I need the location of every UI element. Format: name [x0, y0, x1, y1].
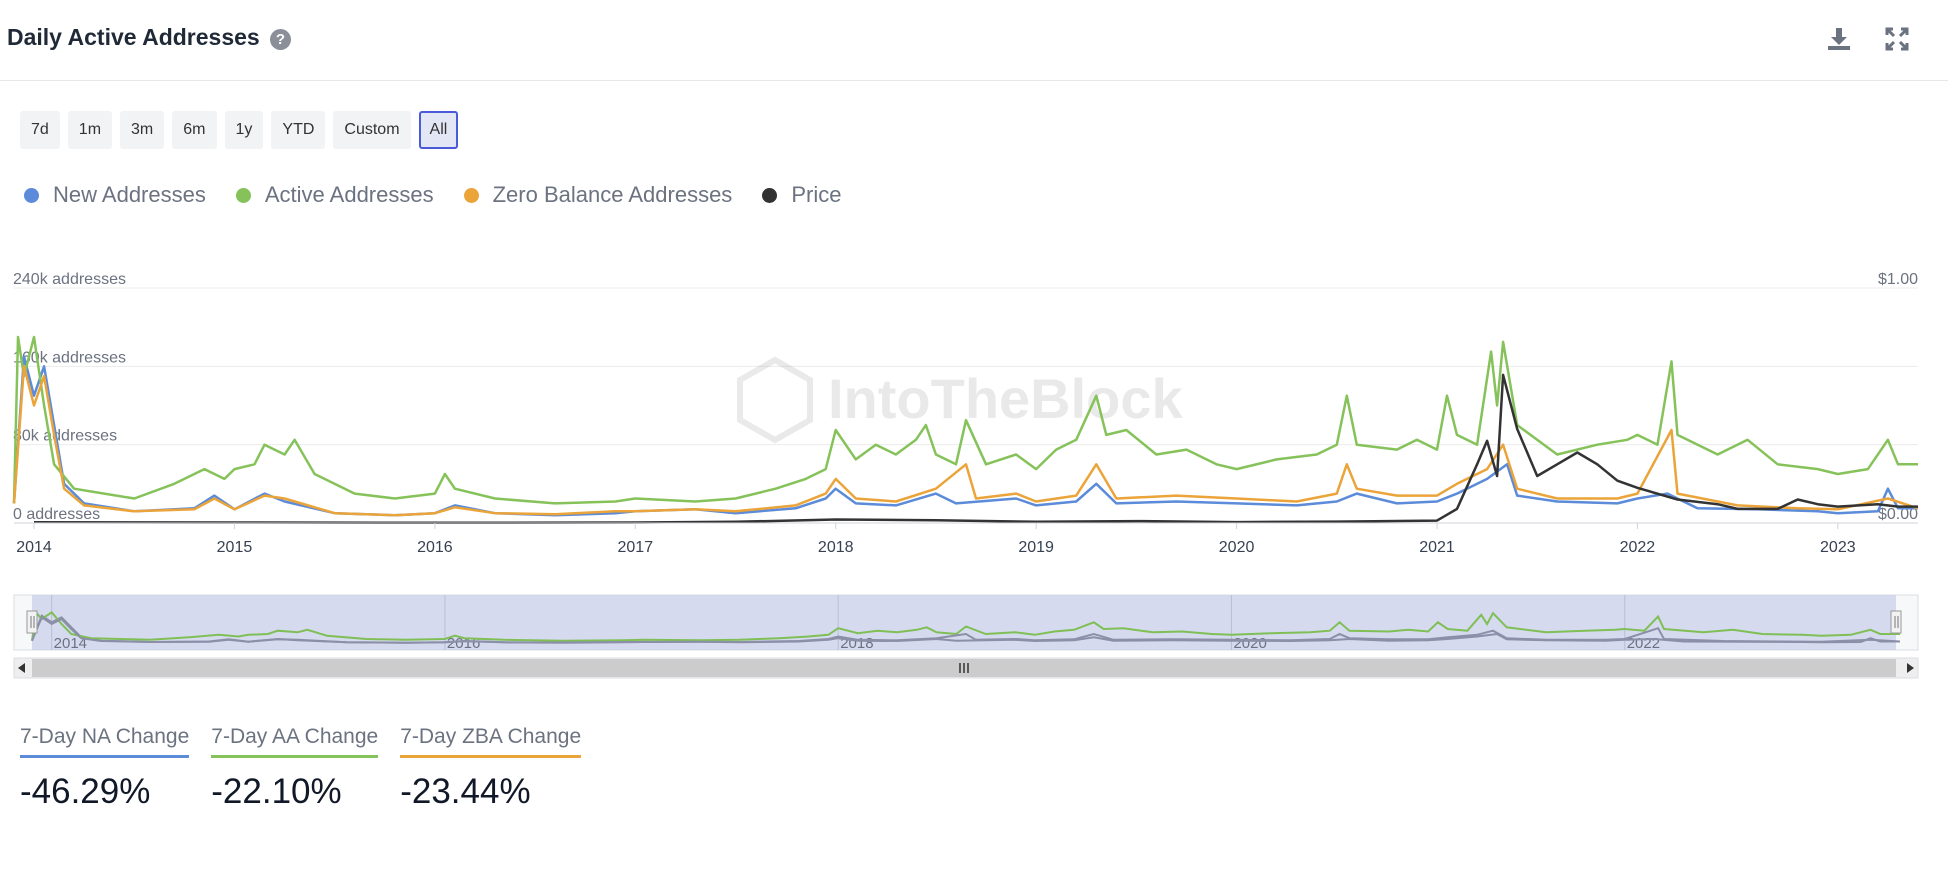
range-button-1y[interactable]: 1y — [224, 111, 264, 149]
navigator-handle-right[interactable] — [1890, 610, 1902, 634]
legend-item-new-addresses[interactable]: New Addresses — [24, 182, 206, 208]
legend-label: Price — [791, 182, 842, 207]
chart-canvas: IntoTheBlock 0 addresses 80k addresses 160k… — [12, 271, 1919, 679]
y2-tick-label: $1.00 — [1878, 271, 1918, 288]
legend-label: Zero Balance Addresses — [492, 182, 733, 207]
page-title: Daily Active Addresses — [7, 24, 260, 50]
scroll-left-arrow-icon[interactable] — [18, 663, 25, 673]
handle-body — [1890, 610, 1902, 634]
range-selector: 7d 1m 3m 6m 1y YTD Custom All — [20, 111, 459, 149]
y-tick-label: 80k addresses — [13, 428, 117, 445]
legend-label: New Addresses — [53, 182, 206, 207]
navigator-tick-label: 2020 — [1233, 635, 1266, 652]
stat-card: 7-Day NA Change -46.29% — [20, 725, 190, 812]
series-line-price — [33, 373, 1918, 525]
series-line-zero-balance-addresses — [12, 365, 1919, 517]
chart-legend: New Addresses Active Addresses Zero Balanc… — [24, 182, 841, 208]
stats-panel: 7-Day NA Change -46.29% 7-Day AA Change -22… — [20, 725, 582, 812]
stat-value: -23.44% — [400, 772, 531, 811]
x-tick-label: 2021 — [1419, 539, 1455, 556]
stat-value: -46.29% — [20, 772, 151, 811]
y2-tick-label: $0.00 — [1878, 506, 1918, 523]
legend-dot — [762, 187, 778, 203]
legend-item-active-addresses[interactable]: Active Addresses — [235, 182, 434, 208]
legend-label: Active Addresses — [264, 182, 434, 207]
legend-dot — [463, 187, 479, 203]
legend-item-price[interactable]: Price — [762, 182, 841, 208]
handle-body — [26, 610, 38, 634]
x-tick-label: 2020 — [1219, 539, 1255, 556]
x-tick-label: 2016 — [417, 539, 453, 556]
range-button-custom[interactable]: Custom — [333, 111, 411, 149]
stat-label: 7-Day NA Change — [20, 725, 190, 758]
navigator-handle-left[interactable] — [26, 610, 38, 634]
y-tick-label: 160k addresses — [13, 349, 126, 366]
x-tick-label: 2019 — [1018, 539, 1054, 556]
x-tick-label: 2018 — [818, 539, 854, 556]
range-button-6m[interactable]: 6m — [172, 111, 217, 149]
x-tick-label: 2023 — [1820, 539, 1856, 556]
stat-label: 7-Day AA Change — [211, 725, 379, 758]
range-button-7d[interactable]: 7d — [20, 111, 60, 149]
series-line-active-addresses — [12, 335, 1918, 505]
stat-value: -22.10% — [211, 772, 342, 811]
watermark-text: IntoTheBlock — [828, 367, 1184, 430]
navigator-series-line — [31, 609, 1900, 642]
download-icon[interactable] — [1824, 24, 1854, 54]
x-tick-label: 2014 — [16, 539, 52, 556]
y-tick-label: 240k addresses — [13, 271, 126, 288]
chart-header: Daily Active Addresses ? — [0, 0, 1948, 81]
x-tick-label: 2017 — [618, 539, 654, 556]
range-button-ytd[interactable]: YTD — [271, 111, 326, 149]
scroll-right-arrow-icon[interactable] — [1907, 663, 1914, 673]
stat-card: 7-Day AA Change -22.10% — [211, 725, 379, 812]
stat-card: 7-Day ZBA Change -23.44% — [400, 725, 582, 812]
range-button-3m[interactable]: 3m — [120, 111, 165, 149]
legend-item-zero-balance-addresses[interactable]: Zero Balance Addresses — [463, 182, 733, 208]
y-tick-label: 0 addresses — [13, 506, 100, 523]
x-tick-label: 2015 — [217, 539, 253, 556]
watermark: IntoTheBlock — [737, 356, 1184, 444]
stat-label: 7-Day ZBA Change — [400, 725, 582, 758]
legend-dot — [235, 187, 251, 203]
x-tick-label: 2022 — [1620, 539, 1656, 556]
legend-dot — [24, 187, 39, 203]
range-button-1m[interactable]: 1m — [67, 111, 113, 149]
fullscreen-icon[interactable] — [1882, 24, 1912, 54]
series-line-new-addresses — [12, 355, 1918, 517]
navigator-series-line — [31, 615, 1901, 644]
navigator-tick-label: 2014 — [54, 635, 87, 652]
watermark-logo-icon — [737, 356, 813, 444]
help-icon[interactable]: ? — [270, 29, 291, 50]
range-button-all[interactable]: All — [418, 111, 459, 149]
